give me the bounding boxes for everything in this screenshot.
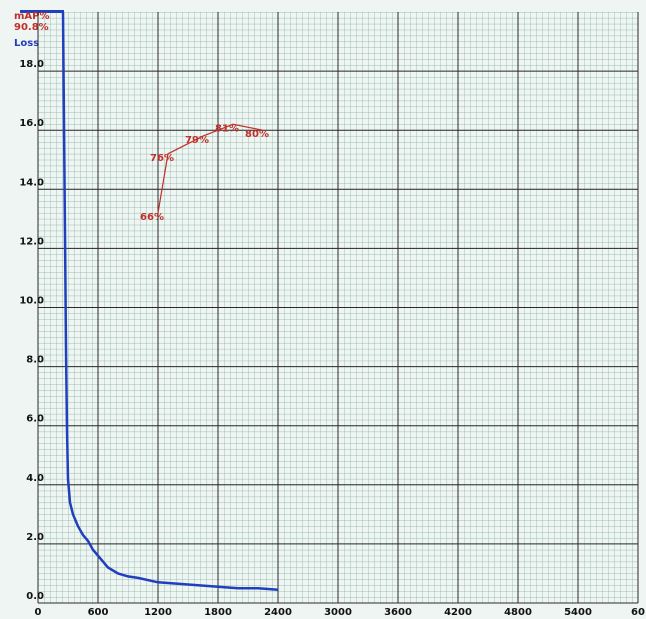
legend-map-title: mAP% — [14, 11, 50, 22]
x-tick-label: 1800 — [204, 607, 232, 618]
y-tick-label: 16.0 — [19, 118, 44, 129]
series-line — [61, 11, 279, 591]
data-label: 66% — [140, 212, 164, 223]
x-tick-label: 1200 — [144, 607, 172, 618]
legend-loss: Loss — [14, 38, 39, 49]
y-tick-label: 0.0 — [26, 591, 44, 602]
grid — [37, 12, 639, 604]
y-tick-label: 18.0 — [19, 59, 44, 70]
marks: 66% 76% 79% 81% 80% — [61, 11, 279, 591]
x-tick-label: 2400 — [264, 607, 292, 618]
x-tick-label: 4200 — [444, 607, 472, 618]
y-tick-label: 10.0 — [19, 296, 44, 307]
y-tick-label: 4.0 — [26, 473, 44, 484]
series-line — [157, 123, 264, 214]
x-tick-label: 0 — [35, 607, 42, 618]
x-tick-label: 600 — [88, 607, 109, 618]
y-tick-label: 2.0 — [26, 532, 44, 543]
data-label: 81% — [215, 123, 239, 134]
data-label: 76% — [150, 153, 174, 164]
x-tick-label: 3600 — [384, 607, 412, 618]
x-tick-label: 4800 — [504, 607, 532, 618]
y-tick-label: 6.0 — [26, 414, 44, 425]
data-label: 80% — [245, 129, 269, 140]
y-tick-label: 12.0 — [19, 236, 44, 247]
y-tick-label: 8.0 — [26, 355, 44, 366]
x-tick-label: 3000 — [324, 607, 352, 618]
best-map: 90.8% — [14, 22, 49, 33]
x-tick-label: 5400 — [564, 607, 592, 618]
top-bar — [20, 10, 64, 13]
y-tick-label: 14.0 — [19, 177, 44, 188]
data-label: 79% — [185, 135, 209, 146]
x-tick-label: 60 — [631, 607, 645, 618]
